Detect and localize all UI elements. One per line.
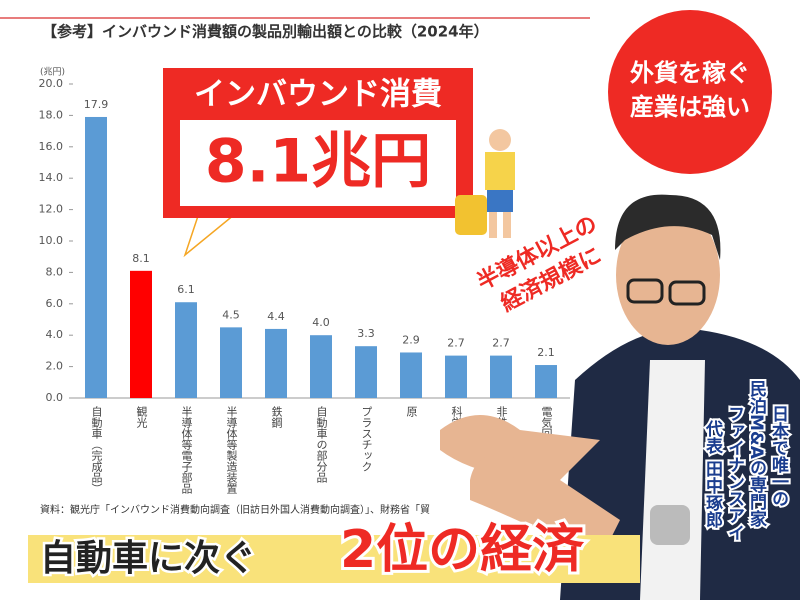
x-tick-label: 半導体等電子部品	[180, 405, 193, 494]
unit-label: (兆円)	[40, 67, 65, 78]
bar	[490, 355, 512, 398]
value-label: 6.1	[177, 283, 195, 296]
value-label: 17.9	[84, 98, 109, 111]
traveler-illustration	[455, 129, 515, 238]
x-tick-label: 観光	[135, 405, 148, 429]
badge-line: 外貨を稼ぐ	[630, 59, 750, 87]
value-label: 2.1	[537, 346, 555, 359]
bar	[85, 116, 107, 398]
y-tick-label: 18.0	[39, 108, 64, 121]
value-label: 2.9	[402, 333, 420, 346]
callout-title: インバウンド消費	[194, 77, 442, 113]
value-label: 4.0	[312, 316, 330, 329]
bar	[355, 346, 377, 398]
banner-bg	[28, 535, 640, 583]
callout-inner	[180, 120, 456, 206]
banner-highlight: 2位の経済	[340, 520, 585, 580]
bar	[130, 270, 152, 398]
bar	[400, 352, 422, 398]
profile-text: 民泊M&Aの専門家	[746, 380, 767, 528]
x-tick-label: 原	[405, 406, 418, 417]
profile-text: 代表 田中琢郎	[702, 419, 724, 529]
y-tick-label: 20.0	[39, 77, 64, 90]
profile-text: ファイナンスアイ	[724, 405, 744, 541]
value-label: 8.1	[132, 252, 150, 265]
y-tick-label: 16.0	[39, 140, 64, 153]
y-tick-label: 12.0	[39, 203, 64, 216]
x-tick-label: 自動車（完成品）	[90, 406, 103, 494]
y-tick-label: 10.0	[39, 234, 64, 247]
x-tick-label: 半導体等製造装置	[225, 405, 238, 494]
y-tick-label: 4.0	[46, 328, 64, 341]
person-photo	[440, 194, 800, 600]
y-tick-label: 8.0	[46, 265, 64, 278]
bar	[445, 355, 467, 398]
value-label: 3.3	[357, 327, 375, 340]
y-tick-label: 6.0	[46, 297, 64, 310]
chart-title: 【参考】インバウンド消費額の製品別輸出額との比較（2024年）	[42, 23, 489, 41]
value-label: 4.5	[222, 308, 240, 321]
profile-text: 日本で唯一の	[768, 405, 789, 507]
bar	[265, 328, 287, 398]
x-tick-label: 自動車の部分品	[315, 406, 328, 483]
bar	[175, 302, 197, 398]
y-tick-label: 0.0	[46, 391, 64, 404]
banner-text: 自動車に次ぐ	[40, 538, 256, 579]
x-tick-label: 鉄鋼	[270, 405, 283, 429]
plot: 0.0 2.0 4.0 6.0 8.0 10.0 12.0 14.0 16.0 18.0 20.0 自…	[39, 77, 570, 494]
y-tick-label: 2.0	[46, 360, 64, 373]
badge-line: 産業は強い	[630, 93, 750, 121]
bar	[310, 335, 332, 398]
callout-value: 8.1兆円	[205, 127, 431, 197]
bar	[535, 365, 557, 398]
badge	[608, 10, 772, 174]
value-label: 2.7	[492, 337, 510, 350]
source-note: 資料：観光庁「インバウンド消費動向調査（旧訪日外国人消費動向調査）」、財務省「貿	[40, 503, 430, 516]
value-label: 4.4	[267, 310, 285, 323]
x-tick-label: プラスチック	[360, 406, 373, 472]
y-tick-label: 14.0	[39, 171, 64, 184]
bar	[220, 327, 242, 398]
value-label: 2.7	[447, 337, 465, 350]
